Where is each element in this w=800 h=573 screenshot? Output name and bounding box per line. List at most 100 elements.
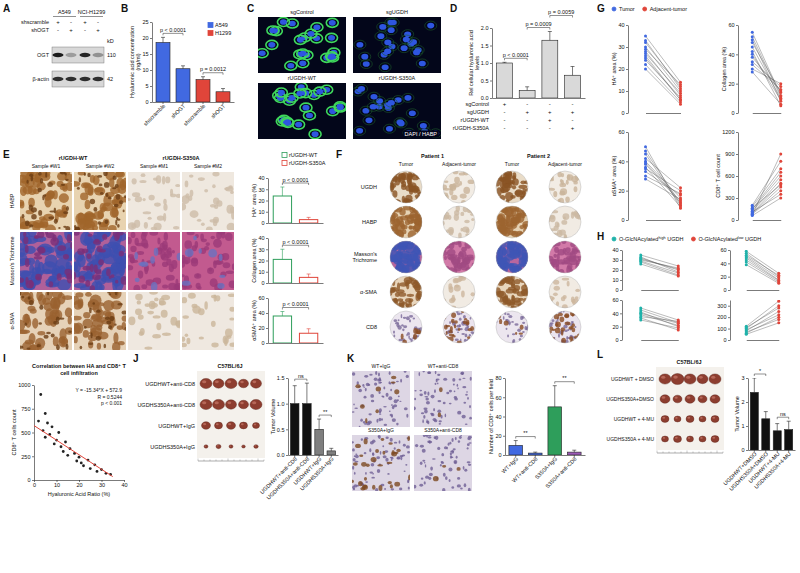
texture: [402, 328, 404, 331]
texture: [448, 227, 454, 234]
texture: [37, 344, 41, 347]
texture: [414, 284, 422, 290]
texture: [546, 239, 555, 247]
texture: [575, 233, 580, 240]
row-label: Masson's Trichrome: [9, 236, 15, 285]
texture: [29, 224, 33, 227]
texture: [506, 328, 508, 330]
row-mark: +: [96, 27, 100, 33]
texture: [387, 268, 394, 276]
texture: [150, 256, 155, 263]
band: [66, 77, 77, 81]
tumor-highlight: [255, 445, 257, 446]
texture: [444, 255, 447, 260]
texture: [451, 313, 456, 318]
texture: [393, 199, 400, 205]
texture: [98, 259, 104, 265]
texture: [47, 292, 49, 295]
texture: [492, 270, 504, 276]
nucleus: [329, 20, 336, 26]
texture: [61, 184, 65, 186]
texture: [22, 214, 25, 218]
texture: [522, 331, 525, 333]
texture: [152, 334, 161, 339]
texture: [555, 322, 561, 328]
texture: [527, 336, 530, 340]
tumor-highlight: [215, 401, 219, 404]
cell: [277, 17, 289, 26]
texture: [38, 210, 42, 216]
tumor: [204, 445, 208, 448]
text-line: HABP: [9, 193, 15, 208]
group-header: Patient 2: [527, 153, 550, 159]
texture: [182, 343, 187, 348]
texture: [118, 232, 124, 235]
texture: [135, 308, 142, 315]
texture: [525, 196, 528, 200]
nucleus: [358, 86, 365, 92]
texture: [228, 293, 234, 297]
texture: [105, 317, 110, 321]
tumor-highlight: [205, 445, 206, 446]
nucleus: [404, 95, 411, 101]
texture: [215, 295, 220, 301]
texture: [461, 333, 465, 335]
texture: [207, 268, 214, 275]
texture: [58, 227, 60, 229]
cell: [258, 49, 268, 58]
texture: [441, 184, 447, 189]
row-label: α-SMA: [360, 289, 377, 295]
texture: [418, 199, 426, 204]
texture: [154, 248, 159, 256]
image-bg: [443, 171, 475, 203]
texture: [577, 337, 580, 341]
texture: [449, 321, 451, 324]
texture: [569, 336, 573, 340]
texture: [65, 308, 72, 318]
texture: [162, 261, 168, 267]
image-border: [496, 171, 528, 203]
texture: [518, 298, 524, 301]
row-mark: -: [84, 27, 86, 33]
texture: [567, 263, 572, 270]
tile-label: WT+IgG: [372, 363, 391, 369]
texture: [25, 245, 29, 253]
texture: [577, 334, 580, 340]
texture: [193, 236, 197, 241]
texture: [25, 220, 30, 226]
texture: [459, 181, 462, 186]
texture: [515, 332, 517, 335]
texture: [56, 344, 60, 350]
sample-header: Sample #M1: [140, 163, 168, 169]
texture: [515, 231, 523, 240]
image: [258, 17, 346, 73]
texture: [565, 196, 570, 202]
texture: [462, 226, 469, 232]
texture: [185, 193, 189, 198]
ruler-tick: [222, 460, 223, 462]
image-bg: [128, 172, 180, 230]
blot-label: β-actin: [32, 76, 49, 82]
image: [442, 310, 477, 345]
texture: [418, 214, 424, 222]
texture: [135, 294, 143, 300]
texture: [74, 225, 76, 228]
texture: [471, 331, 474, 334]
image: [182, 172, 234, 230]
nucleus: [297, 37, 304, 43]
image: [545, 238, 583, 277]
texture: [164, 232, 168, 241]
texture: [85, 200, 91, 210]
texture: [149, 232, 158, 236]
texture: [87, 254, 92, 259]
texture: [449, 241, 455, 249]
cell: [383, 124, 395, 133]
texture: [78, 172, 86, 175]
lane-header: NCI-H1299: [78, 9, 106, 15]
texture: [574, 340, 578, 342]
texture: [519, 338, 522, 341]
image: [182, 232, 234, 290]
texture: [560, 316, 565, 322]
texture: [512, 333, 515, 335]
texture: [512, 289, 519, 294]
